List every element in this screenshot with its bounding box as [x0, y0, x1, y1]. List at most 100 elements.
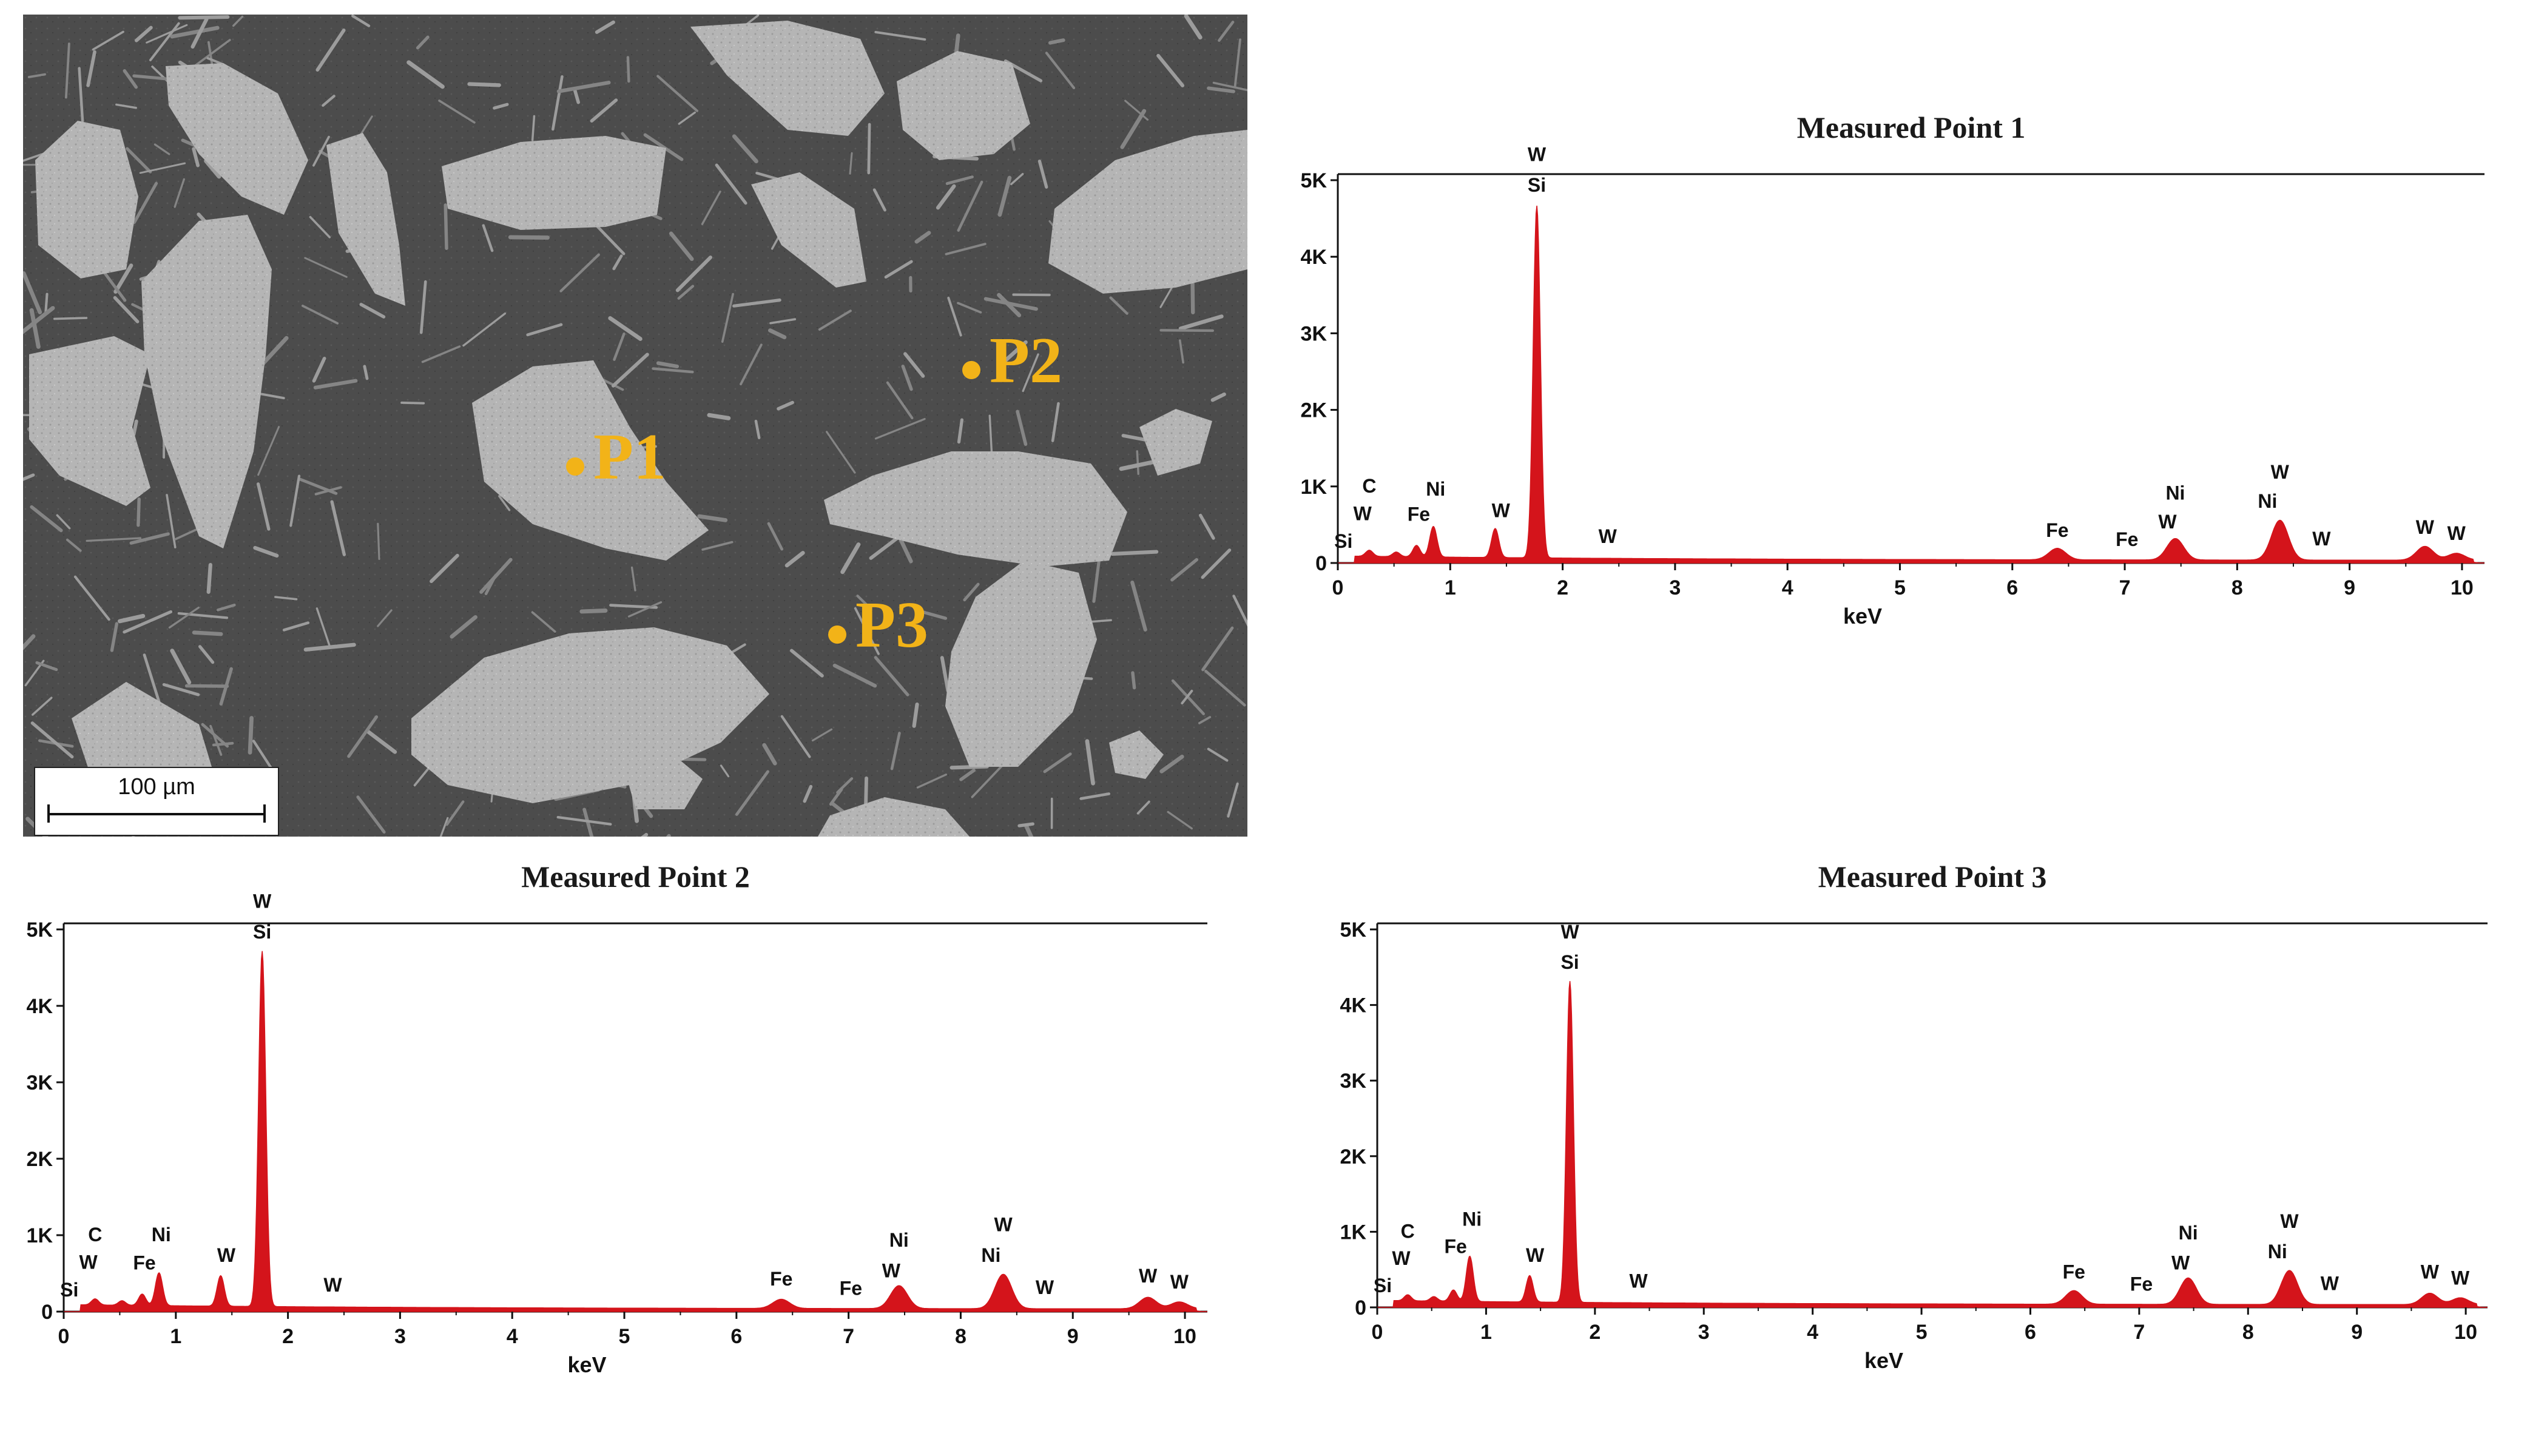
- x-axis-label: keV: [567, 1352, 606, 1377]
- sem-needle: [214, 743, 232, 745]
- y-tick-label: 0: [1355, 1296, 1366, 1320]
- peak-label: C: [1401, 1220, 1415, 1242]
- peak-label: Ni: [2258, 490, 2277, 512]
- sem-needle: [378, 524, 379, 559]
- peak-label: W: [1599, 525, 1618, 547]
- x-tick-label: 10: [1173, 1325, 1196, 1348]
- sem-needle: [55, 318, 87, 319]
- sem-needle: [187, 686, 228, 687]
- peak-label: Ni: [152, 1224, 171, 1245]
- peak-label: W: [2280, 1210, 2299, 1232]
- x-tick-label: 10: [2451, 576, 2474, 599]
- x-tick-label: 0: [1372, 1321, 1383, 1344]
- sem-needle: [1019, 824, 1033, 826]
- scale-cap-left: [47, 804, 50, 823]
- x-tick-label: 9: [2351, 1321, 2363, 1344]
- peak-label: Si: [253, 921, 271, 943]
- sem-needle: [250, 718, 252, 753]
- scale-cap-right: [263, 804, 266, 823]
- x-tick-label: 7: [843, 1325, 854, 1348]
- peak-label: Fe: [2116, 528, 2138, 550]
- x-tick-label: 4: [1782, 576, 1793, 599]
- scale-label: 100 µm: [35, 774, 278, 800]
- x-tick-label: 5: [619, 1325, 630, 1348]
- y-tick-label: 5K: [1301, 169, 1327, 192]
- x-tick-label: 10: [2454, 1321, 2477, 1344]
- peak-label: Si: [60, 1279, 78, 1301]
- peak-label: Si: [1560, 951, 1579, 973]
- peak-label: Fe: [1445, 1235, 1467, 1257]
- y-tick-label: 4K: [1340, 994, 1367, 1017]
- x-tick-label: 3: [394, 1325, 406, 1348]
- peak-label: Ni: [2179, 1222, 2198, 1244]
- peak-label: W: [2416, 516, 2435, 538]
- peak-label: Ni: [2165, 482, 2185, 504]
- peak-label: W: [2171, 1252, 2190, 1274]
- peak-label: Ni: [1426, 478, 1445, 500]
- peak-label: W: [2421, 1261, 2440, 1283]
- sem-needle: [1133, 673, 1135, 688]
- peak-label: W: [2321, 1272, 2339, 1294]
- peak-label: W: [1560, 921, 1579, 943]
- x-tick-label: 1: [170, 1325, 181, 1348]
- peak-label: C: [88, 1224, 102, 1245]
- peak-label: Ni: [1462, 1208, 1482, 1230]
- x-tick-label: 9: [2344, 576, 2355, 599]
- x-tick-label: 5: [1894, 576, 1906, 599]
- sem-needle: [138, 499, 139, 525]
- peak-label: W: [1354, 502, 1372, 524]
- x-tick-label: 4: [1807, 1321, 1818, 1344]
- x-axis-label: keV: [1864, 1348, 1903, 1373]
- y-tick-label: 0: [41, 1301, 53, 1324]
- y-tick-label: 4K: [27, 995, 53, 1018]
- chart-title: Measured Point 2: [521, 860, 750, 894]
- sem-needle: [1161, 330, 1212, 331]
- chart-title: Measured Point 3: [1818, 860, 2047, 894]
- sem-needle: [209, 565, 211, 592]
- x-tick-label: 8: [955, 1325, 966, 1348]
- sem-needle: [1112, 552, 1156, 554]
- x-tick-label: 0: [58, 1325, 70, 1348]
- peak-label: W: [323, 1274, 342, 1296]
- peak-label: Fe: [2046, 519, 2068, 541]
- sem-needle: [180, 17, 228, 18]
- y-tick-label: 5K: [27, 918, 53, 942]
- peak-label: W: [2158, 511, 2177, 533]
- peak-label: W: [1629, 1270, 1648, 1292]
- x-tick-label: 0: [1332, 576, 1344, 599]
- x-tick-label: 6: [2025, 1321, 2036, 1344]
- sem-needle: [46, 294, 47, 312]
- sem-needle: [469, 84, 499, 86]
- peak-label: Ni: [981, 1244, 1000, 1266]
- scale-bar-box: 100 µm: [34, 767, 279, 836]
- scale-bar: [49, 813, 265, 815]
- peak-label: Ni: [889, 1229, 909, 1251]
- x-tick-label: 2: [282, 1325, 294, 1348]
- sem-needle: [1137, 451, 1138, 474]
- y-tick-label: 4K: [1301, 246, 1327, 269]
- peak-label: C: [1362, 475, 1376, 497]
- peak-label: W: [882, 1259, 901, 1281]
- x-axis-label: keV: [1843, 604, 1882, 629]
- peak-label: W: [79, 1251, 98, 1273]
- x-tick-label: 1: [1480, 1321, 1492, 1344]
- y-tick-label: 1K: [1340, 1221, 1367, 1244]
- x-tick-label: 2: [1557, 576, 1568, 599]
- peak-label: W: [1139, 1265, 1158, 1287]
- peak-label: Fe: [2130, 1273, 2153, 1295]
- sem-needle: [445, 205, 447, 248]
- peak-label: W: [2451, 1267, 2470, 1289]
- y-tick-label: 2K: [1340, 1145, 1367, 1168]
- peak-label: W: [1170, 1271, 1189, 1293]
- measure-point-p2-dot: [962, 361, 980, 379]
- sem-needle: [1050, 40, 1064, 42]
- x-tick-label: 2: [1589, 1321, 1601, 1344]
- x-tick-label: 1: [1445, 576, 1456, 599]
- peak-label: Si: [1528, 174, 1546, 196]
- peak-label: Fe: [2063, 1261, 2085, 1283]
- peak-label: W: [1036, 1276, 1054, 1298]
